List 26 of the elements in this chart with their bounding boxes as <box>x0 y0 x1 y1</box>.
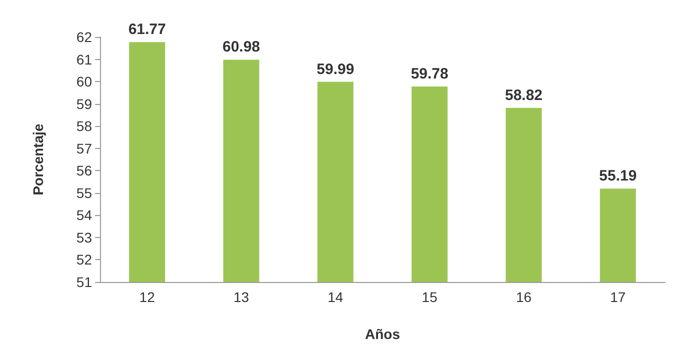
x-tick-label: 13 <box>233 289 250 305</box>
data-label: 60.98 <box>222 38 260 56</box>
y-tick-label: 54 <box>76 207 92 224</box>
y-tick-label: 58 <box>76 118 92 134</box>
x-tick-label: 17 <box>610 289 626 305</box>
y-tick-label: 60 <box>76 74 92 90</box>
y-tick-label: 61 <box>76 51 92 68</box>
data-label: 59.78 <box>410 65 448 82</box>
y-tick-label: 53 <box>76 229 92 246</box>
y-tick-label: 56 <box>76 162 92 179</box>
x-tick-label: 12 <box>139 289 156 305</box>
data-label: 59.99 <box>316 60 354 78</box>
data-label: 58.82 <box>504 86 543 104</box>
y-tick-label: 59 <box>76 96 92 112</box>
x-tick-label: 14 <box>328 289 344 305</box>
data-label: 55.19 <box>599 168 637 185</box>
x-tick-label: 16 <box>516 289 532 305</box>
data-label: 61.77 <box>128 21 166 38</box>
y-tick-label: 57 <box>76 140 92 156</box>
x-axis-title: Años <box>365 326 400 342</box>
y-tick-label: 55 <box>76 184 92 201</box>
x-tick-label: 15 <box>422 289 438 305</box>
y-tick-label: 62 <box>76 29 92 45</box>
y-axis-title: Porcentaje <box>30 123 46 196</box>
y-tick-label: 51 <box>76 274 92 290</box>
y-tick-label: 52 <box>76 252 92 268</box>
